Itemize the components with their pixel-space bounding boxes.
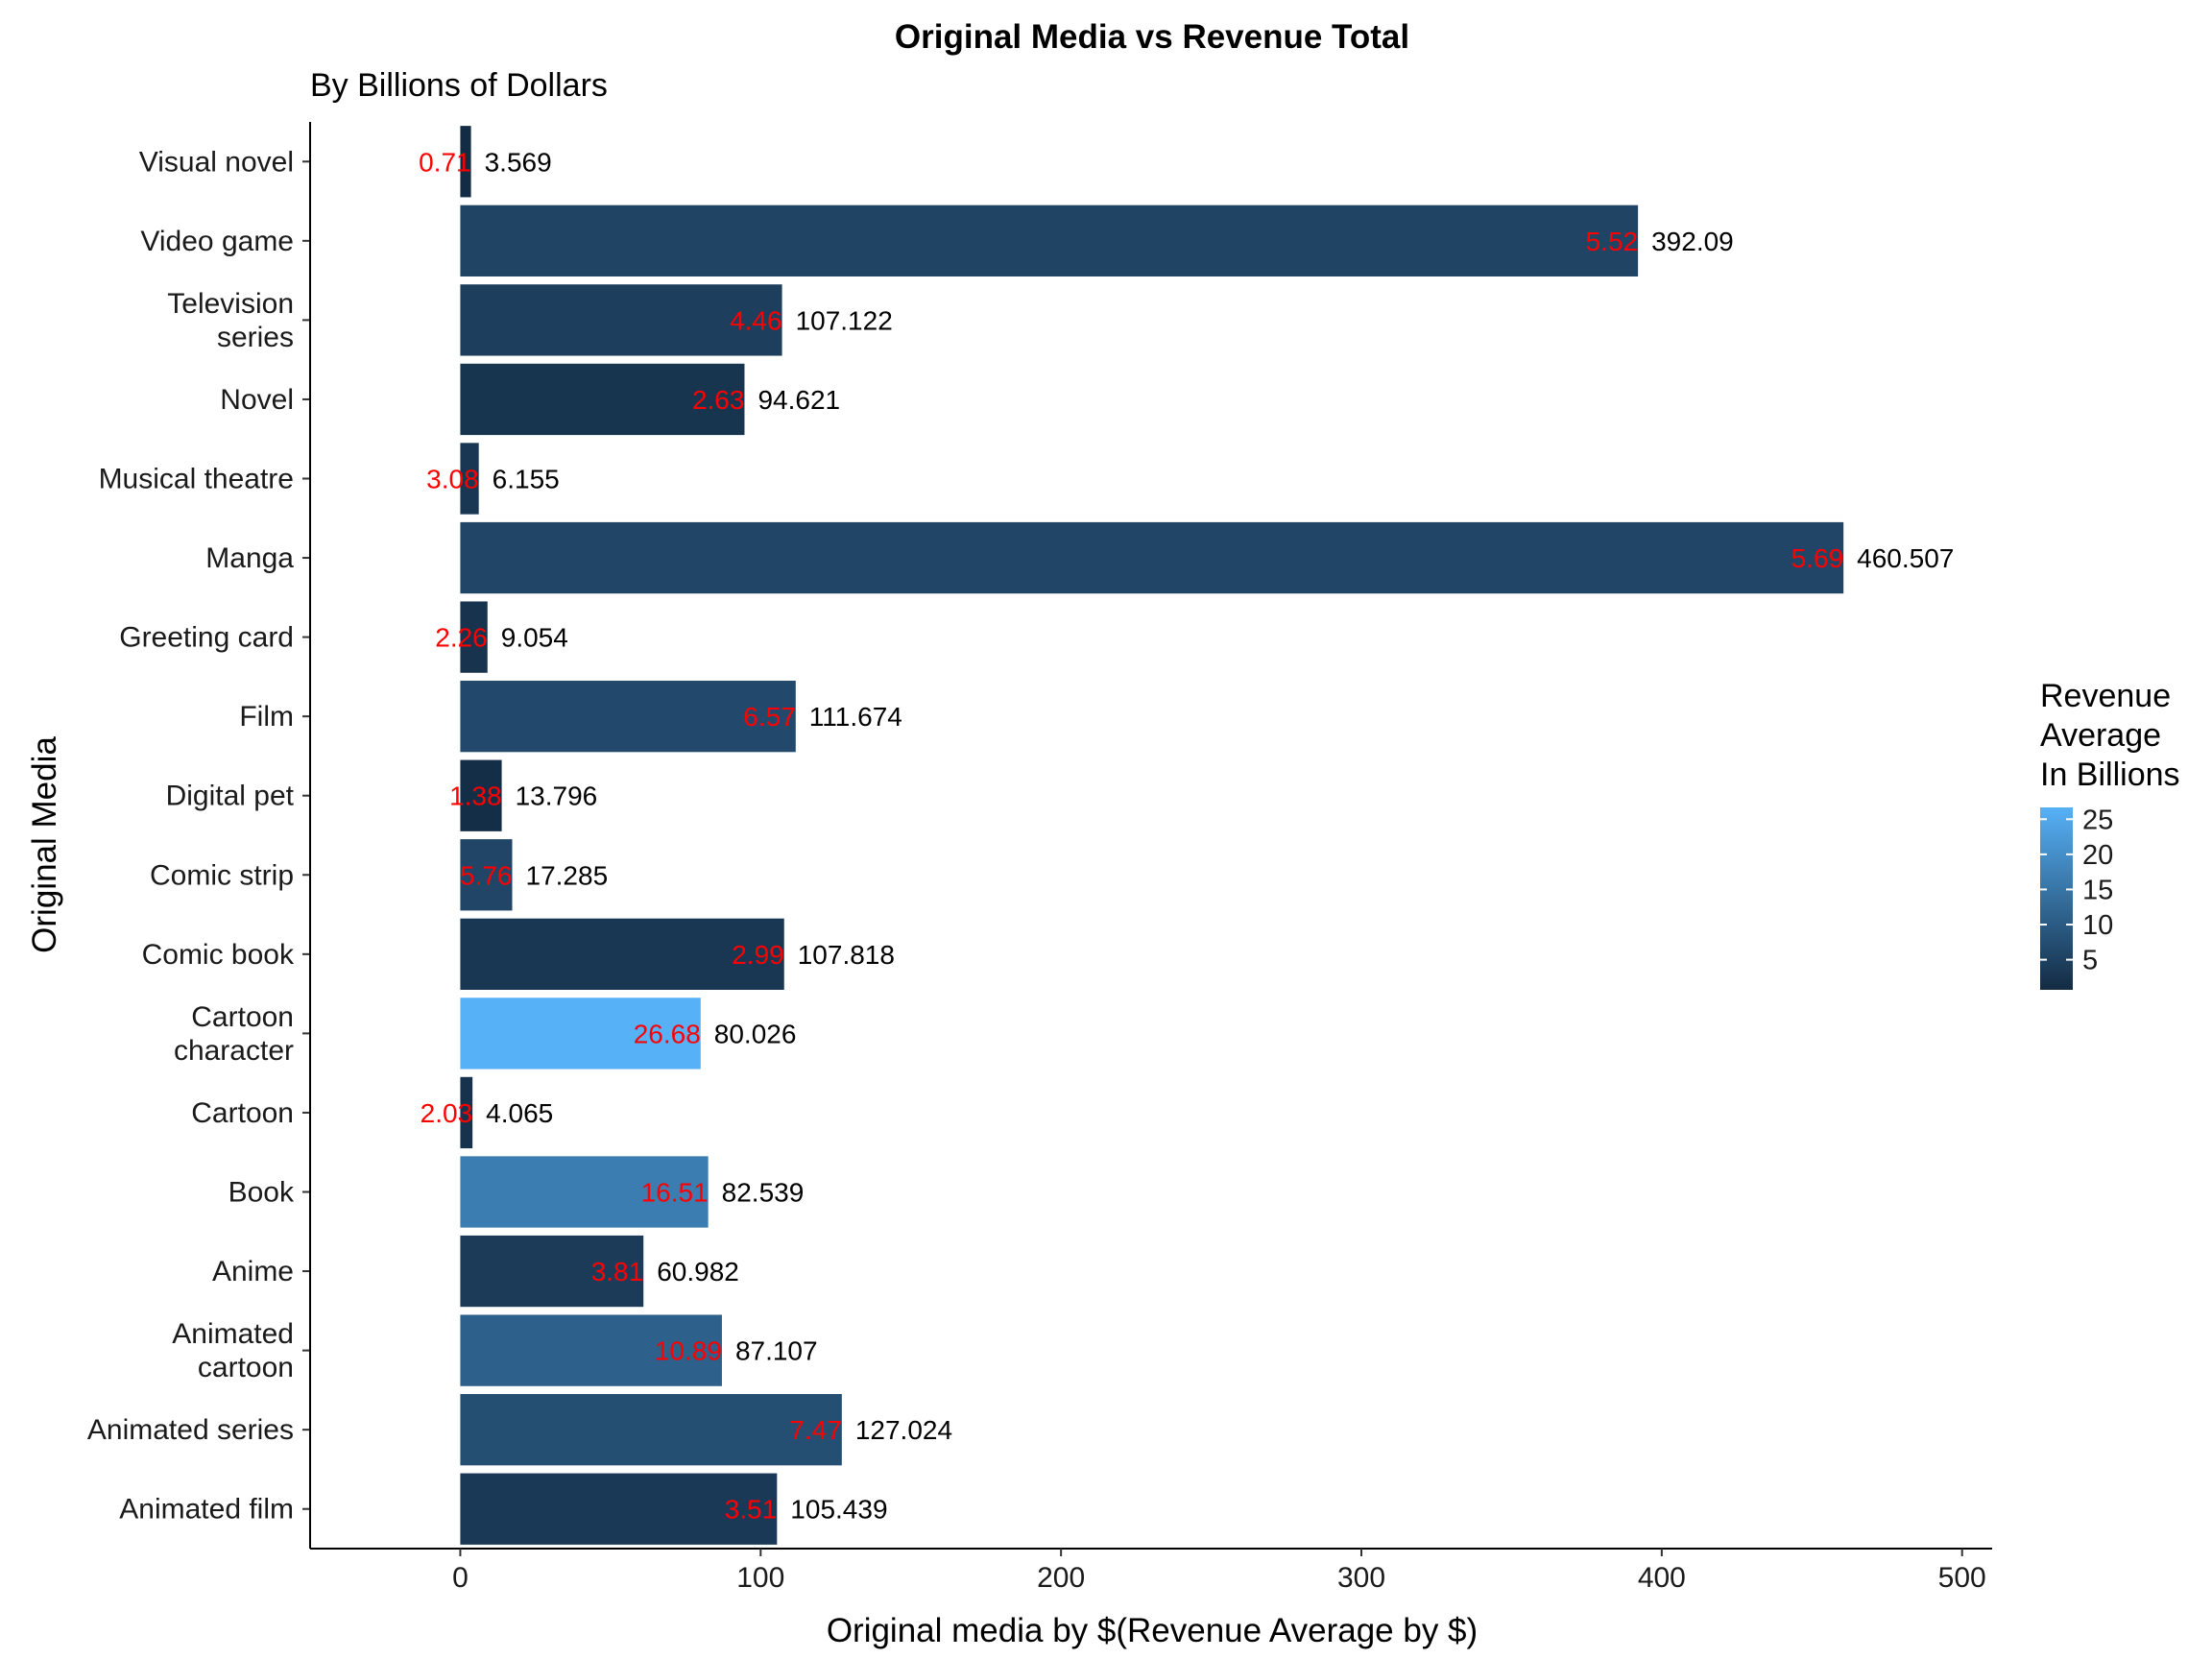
legend-tick-label: 20 [2082,840,2113,871]
avg-label-television-series: 4.46 [730,305,782,335]
y-tick-label-visual-novel: Visual novel [139,146,294,178]
legend-tick-label: 10 [2082,910,2113,941]
avg-label-visual-novel: 0.71 [419,147,471,177]
bar-animated-cartoon [460,1314,722,1386]
y-tick-label-comic-strip: Comic strip [150,859,294,891]
x-tick-label: 500 [1938,1562,1986,1594]
total-label-manga: 460.507 [1857,543,1954,573]
avg-label-cartoon-character: 26.68 [634,1019,701,1048]
x-tick-label: 100 [736,1562,784,1594]
total-label-cartoon: 4.065 [486,1098,553,1128]
x-tick-label: 400 [1638,1562,1686,1594]
total-label-film: 111.674 [809,702,902,732]
y-tick-label-television-series: Television series [167,288,294,353]
avg-label-anime: 3.81 [591,1257,644,1286]
avg-label-digital-pet: 1.38 [449,781,502,811]
avg-label-animated-series: 7.47 [789,1415,842,1445]
y-tick-label-musical-theatre: Musical theatre [99,464,294,495]
color-legend: Revenue Average In Billions 5 10 15 20 25 [2040,678,2180,990]
x-tick-label: 0 [452,1562,469,1594]
total-label-television-series: 107.122 [796,305,893,335]
bar-cartoon-character [460,998,701,1070]
legend-tick-label: 15 [2082,875,2113,905]
x-axis-title: Original media by $(Revenue Average by $… [827,1612,1478,1649]
avg-label-animated-film: 3.51 [725,1495,778,1525]
bars: 3.51 105.439 7.47 127.024 10.89 87.107 3.81 60.… [419,126,1954,1545]
total-label-comic-book: 107.818 [798,940,895,970]
y-axis-title: Original Media [26,736,63,953]
bar-novel [460,363,745,436]
total-label-book: 82.539 [722,1178,805,1208]
y-tick-label-comic-book: Comic book [142,939,295,971]
legend-tick-label: 5 [2082,946,2098,976]
y-axis: Animated film Animated series Animated cart… [87,122,311,1549]
y-tick-label-film: Film [239,701,294,733]
avg-label-novel: 2.63 [692,385,745,415]
bar-animated-series [460,1394,842,1466]
bar-book [460,1156,709,1228]
total-label-video-game: 392.09 [1651,227,1734,256]
y-tick-label-manga: Manga [205,542,294,574]
bar-musical-theatre [460,443,479,515]
total-label-cartoon-character: 80.026 [714,1019,797,1048]
chart-subtitle: By Billions of Dollars [310,67,608,104]
bar-comic-strip [460,839,513,911]
bar-cartoon [460,1076,473,1149]
total-label-comic-strip: 17.285 [526,860,609,890]
avg-label-animated-cartoon: 10.89 [655,1336,722,1366]
y-tick-label-greeting-card: Greeting card [119,622,294,654]
legend-tick-label: 25 [2082,805,2113,835]
y-tick-label-digital-pet: Digital pet [166,781,295,812]
avg-label-comic-strip: 5.76 [460,860,513,890]
bar-manga [460,521,1844,594]
bar-digital-pet [460,759,502,831]
total-label-greeting-card: 9.054 [501,623,568,653]
y-tick-label-book: Book [228,1177,295,1209]
total-label-musical-theatre: 6.155 [493,465,560,494]
bar-comic-book [460,918,784,990]
y-tick-label-animated-series: Animated series [87,1414,294,1446]
avg-label-greeting-card: 2.26 [435,623,488,653]
bar-film [460,681,796,753]
avg-label-musical-theatre: 3.08 [426,465,479,494]
y-tick-label-anime: Anime [212,1256,294,1287]
bar-visual-novel [460,126,471,198]
total-label-anime: 60.982 [657,1257,739,1286]
y-tick-label-cartoon: Cartoon [191,1097,294,1129]
x-axis: 0 100 200 300 400 500 [310,1548,1992,1594]
legend-title: Revenue Average In Billions [2040,678,2180,793]
avg-label-manga: 5.69 [1791,543,1844,573]
avg-label-video-game: 5.52 [1586,227,1639,256]
y-tick-label-novel: Novel [220,384,294,416]
bar-greeting-card [460,601,488,673]
total-label-digital-pet: 13.796 [516,781,598,811]
chart-title: Original Media vs Revenue Total [895,18,1409,56]
y-tick-label-cartoon-character: Cartoon character [174,1001,294,1067]
y-tick-label-animated-film: Animated film [119,1494,294,1526]
total-label-animated-cartoon: 87.107 [735,1336,818,1366]
bar-animated-film [460,1473,778,1545]
x-tick-label: 200 [1037,1562,1085,1594]
avg-label-film: 6.57 [743,702,796,732]
bar-anime [460,1235,644,1308]
total-label-animated-series: 127.024 [855,1415,952,1445]
avg-label-cartoon: 2.03 [421,1098,473,1128]
avg-label-book: 16.51 [641,1178,709,1208]
total-label-animated-film: 105.439 [790,1495,887,1525]
avg-label-comic-book: 2.99 [732,940,784,970]
bar-television-series [460,284,782,356]
y-tick-label-animated-cartoon: Animated cartoon [172,1318,294,1383]
x-tick-label: 300 [1337,1562,1385,1594]
bar-video-game [460,204,1639,276]
y-tick-label-video-game: Video game [140,226,294,257]
total-label-visual-novel: 3.569 [485,147,552,177]
total-label-novel: 94.621 [757,385,840,415]
legend-colorbar [2040,807,2073,990]
